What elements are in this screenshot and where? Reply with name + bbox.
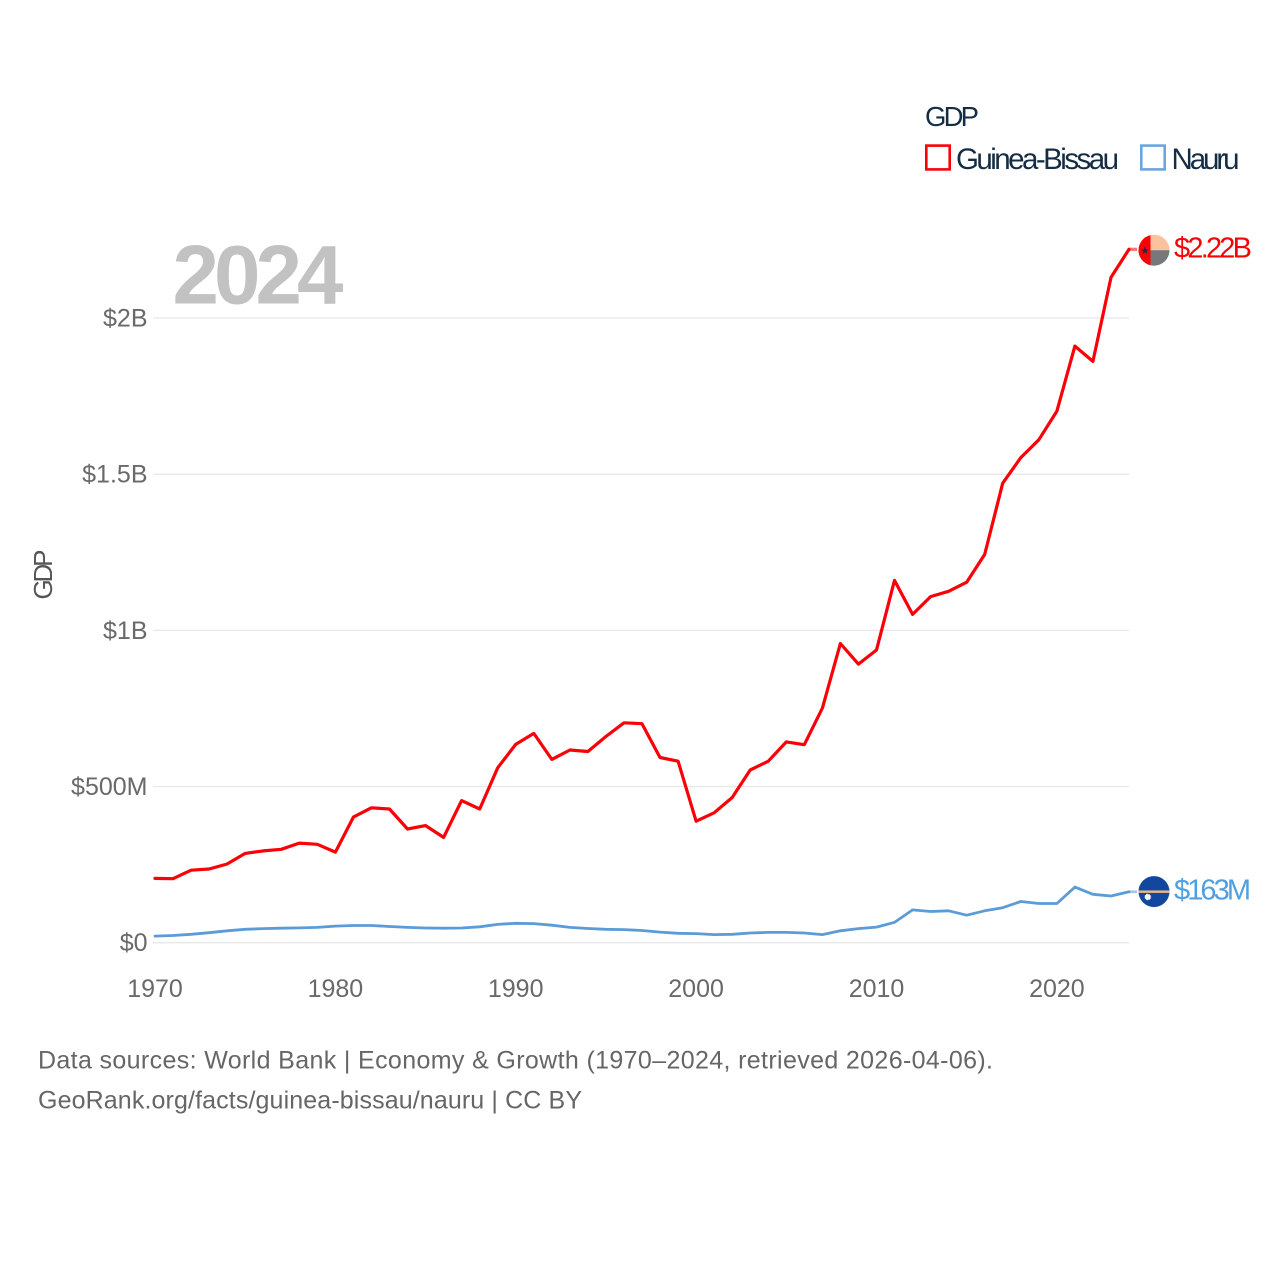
svg-text:2010: 2010 — [849, 975, 905, 1003]
svg-text:$1B: $1B — [103, 617, 147, 645]
svg-text:GeoRank.org/facts/guinea-bissa: GeoRank.org/facts/guinea-bissau/nauru | … — [38, 1087, 582, 1115]
svg-text:1970: 1970 — [127, 975, 183, 1003]
svg-text:2020: 2020 — [1029, 975, 1085, 1003]
svg-text:GDP: GDP — [28, 550, 58, 600]
svg-text:Nauru: Nauru — [1172, 143, 1240, 176]
svg-text:$1.5B: $1.5B — [82, 461, 147, 489]
svg-text:$2.22B: $2.22B — [1174, 233, 1252, 265]
svg-text:$0: $0 — [120, 929, 148, 957]
svg-text:$2B: $2B — [103, 305, 147, 333]
svg-text:GDP: GDP — [925, 101, 979, 132]
svg-text:2000: 2000 — [668, 975, 724, 1003]
svg-text:1990: 1990 — [488, 975, 544, 1003]
svg-text:$500M: $500M — [71, 773, 147, 801]
svg-text:1980: 1980 — [308, 975, 364, 1003]
svg-text:2024: 2024 — [173, 228, 344, 322]
svg-text:Guinea-Bissau: Guinea-Bissau — [956, 143, 1119, 176]
svg-text:Data sources: World Bank | Eco: Data sources: World Bank | Economy & Gro… — [38, 1047, 993, 1075]
svg-text:$163M: $163M — [1174, 875, 1251, 907]
